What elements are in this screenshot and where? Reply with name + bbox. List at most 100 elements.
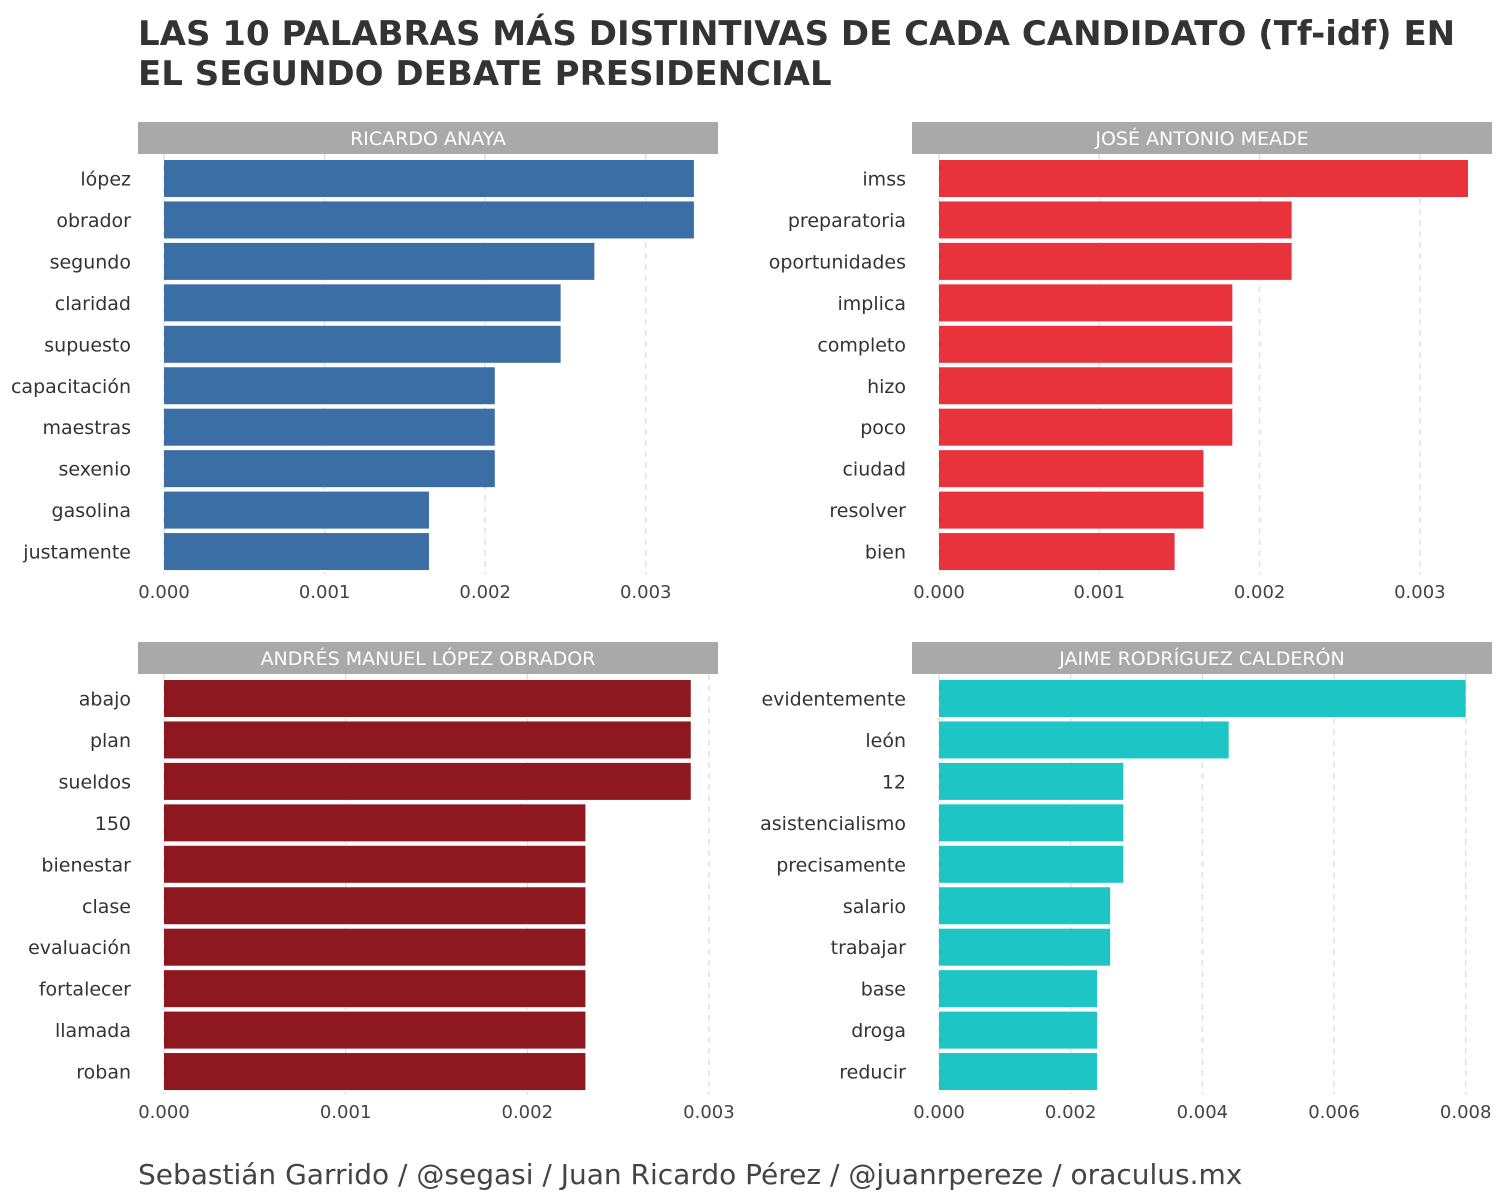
category-label: justamente xyxy=(22,542,131,564)
category-label: imss xyxy=(862,169,906,191)
facet-strip-label: ANDRÉS MANUEL LÓPEZ OBRADOR xyxy=(261,646,596,670)
bar xyxy=(164,325,561,363)
category-label: roban xyxy=(76,1062,131,1084)
bar xyxy=(164,887,586,925)
bar xyxy=(164,491,429,529)
bar xyxy=(939,804,1124,842)
x-tick-label: 0.008 xyxy=(1440,1102,1492,1123)
bar xyxy=(939,1053,1097,1091)
category-label: llamada xyxy=(55,1020,131,1042)
category-label: 12 xyxy=(882,771,906,793)
bar xyxy=(939,491,1204,529)
bar xyxy=(939,928,1111,966)
bar xyxy=(939,845,1124,883)
bar xyxy=(939,242,1292,280)
chart-title: LAS 10 PALABRAS MÁS DISTINTIVAS DE CADA … xyxy=(138,14,1456,94)
category-label: reducir xyxy=(839,1062,906,1084)
bar xyxy=(939,160,1468,197)
chart-caption: Sebastián Garrido / @segasi / Juan Ricar… xyxy=(138,1158,1243,1191)
category-label: 150 xyxy=(95,813,131,835)
x-tick-label: 0.001 xyxy=(299,582,351,603)
facet-panel-3: 0.000 0.001 0.002 0.003 ANDRÉS MANUEL LÓPEZ … xyxy=(28,642,735,1123)
category-label: lópez xyxy=(80,169,131,191)
bar xyxy=(164,367,495,405)
category-label: resolver xyxy=(829,500,906,522)
category-label: obrador xyxy=(56,210,131,232)
category-label: evaluación xyxy=(28,937,131,959)
bar xyxy=(939,680,1466,717)
bar xyxy=(164,533,429,571)
bar xyxy=(939,1011,1097,1049)
bar xyxy=(164,450,495,488)
bar xyxy=(164,680,691,717)
bar xyxy=(939,887,1111,925)
bar xyxy=(939,284,1233,322)
bar xyxy=(164,721,691,759)
category-label: precisamente xyxy=(776,854,906,876)
bar xyxy=(164,284,561,322)
category-label: implica xyxy=(838,293,907,315)
bar xyxy=(164,845,586,883)
x-tick-label: 0.002 xyxy=(1045,1102,1097,1123)
bar xyxy=(164,408,495,446)
bar xyxy=(939,533,1175,571)
category-label: bienestar xyxy=(41,854,131,876)
x-tick-label: 0.001 xyxy=(320,1102,372,1123)
category-label: hizo xyxy=(867,376,906,398)
bar xyxy=(164,762,691,800)
category-label: león xyxy=(865,730,906,752)
bar xyxy=(939,367,1233,405)
facet-panel-4: 0.000 0.002 0.004 0.006 0.008 JAIME RODRÍGUEZ… xyxy=(760,642,1492,1123)
category-label: preparatoria xyxy=(788,210,906,232)
category-label: poco xyxy=(860,417,906,439)
category-label: fortalecer xyxy=(39,979,131,1001)
facet-strip xyxy=(912,642,1492,674)
bar xyxy=(164,928,586,966)
category-label: base xyxy=(861,979,906,1001)
x-tick-label: 0.002 xyxy=(502,1102,554,1123)
facet-panel-1: 0.000 0.001 0.002 0.003 RICARDO ANAYA lópez ob… xyxy=(11,122,718,603)
category-label: supuesto xyxy=(44,334,131,356)
x-tick-label: 0.000 xyxy=(138,1102,190,1123)
bar xyxy=(164,1053,586,1091)
bar xyxy=(164,201,694,239)
category-label: claridad xyxy=(55,293,131,315)
facet-strip xyxy=(912,122,1492,154)
category-label: plan xyxy=(90,730,131,752)
category-label: segundo xyxy=(50,251,131,273)
category-label: bien xyxy=(865,542,906,564)
category-label: capacitación xyxy=(11,376,131,398)
category-label: asistencialismo xyxy=(760,813,906,835)
facet-strip-label: JAIME RODRÍGUEZ CALDERÓN xyxy=(1058,646,1344,670)
bar xyxy=(939,721,1229,759)
bar xyxy=(164,1011,586,1049)
category-label: clase xyxy=(82,896,131,918)
bar xyxy=(164,160,694,197)
category-label: oportunidades xyxy=(769,251,906,273)
category-label: salario xyxy=(843,896,906,918)
x-tick-label: 0.006 xyxy=(1308,1102,1360,1123)
category-label: droga xyxy=(851,1020,906,1042)
x-tick-label: 0.002 xyxy=(459,582,511,603)
category-label: sueldos xyxy=(59,771,132,793)
category-label: evidentemente xyxy=(761,689,906,711)
facet-strip-label: RICARDO ANAYA xyxy=(350,128,506,150)
bar xyxy=(164,242,595,280)
bar xyxy=(939,201,1292,239)
category-label: sexenio xyxy=(58,459,131,481)
x-tick-label: 0.004 xyxy=(1177,1102,1229,1123)
category-label: gasolina xyxy=(52,500,131,522)
x-tick-label: 0.003 xyxy=(683,1102,735,1123)
category-label: ciudad xyxy=(842,459,906,481)
facet-strip-label: JOSÉ ANTONIO MEADE xyxy=(1094,127,1308,150)
category-label: maestras xyxy=(42,417,131,439)
bar xyxy=(939,450,1204,488)
x-tick-label: 0.000 xyxy=(913,1102,965,1123)
x-tick-label: 0.001 xyxy=(1074,582,1126,603)
facet-strip xyxy=(138,642,718,674)
bar xyxy=(939,762,1124,800)
facet-panel-2: 0.000 0.001 0.002 0.003 JOSÉ ANTONIO MEADE im… xyxy=(769,122,1492,603)
facet-strip xyxy=(138,122,718,154)
x-tick-label: 0.000 xyxy=(913,582,965,603)
